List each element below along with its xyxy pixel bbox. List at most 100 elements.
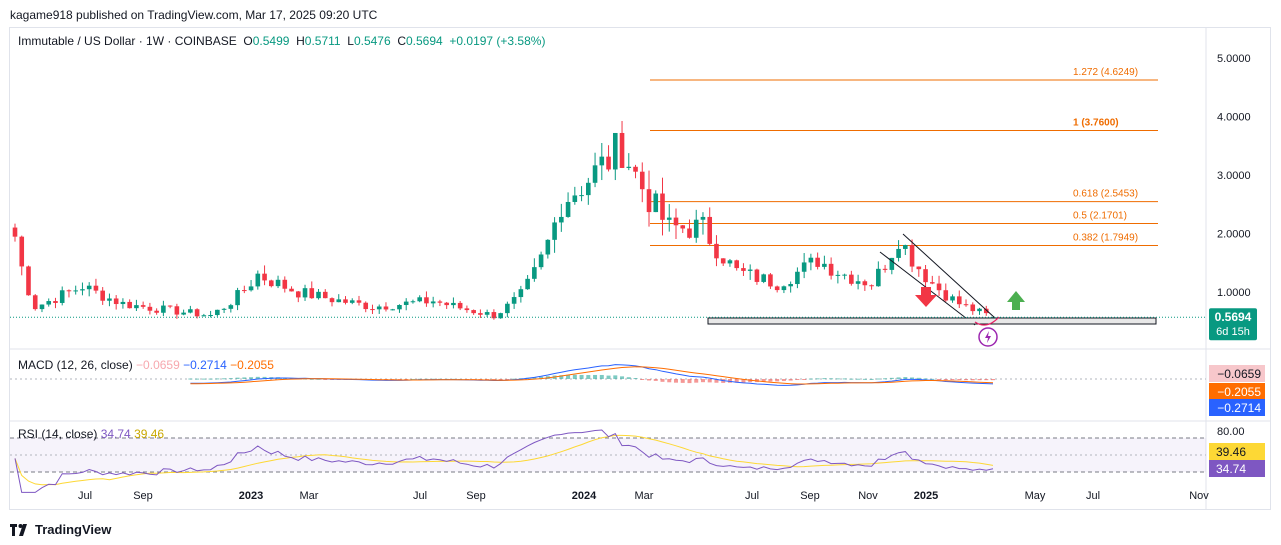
macd-histogram-bar [667, 379, 672, 383]
macd-histogram-bar [491, 379, 496, 380]
publish-line: kagame918 published on TradingView.com, … [10, 8, 378, 22]
candle-body [221, 308, 227, 310]
candle-body [788, 284, 793, 287]
candle-body [815, 257, 820, 267]
time-axis-tick: Jul [78, 490, 92, 502]
macd-histogram-bar [673, 379, 678, 383]
candle-body [309, 288, 315, 299]
macd-histogram-bar [835, 378, 840, 380]
current-price-tag [1209, 308, 1257, 341]
candle-body [666, 217, 672, 220]
fib-level-label: 0.5 (2.1701) [1073, 211, 1127, 222]
candle-body [127, 301, 132, 309]
candle-body [572, 195, 578, 202]
macd-histogram-bar [768, 379, 773, 382]
candle-body [478, 313, 483, 315]
macd-histogram-bar [943, 379, 948, 380]
candle-body [316, 291, 321, 299]
macd-histogram-bar [889, 377, 894, 379]
candle-body [235, 290, 240, 306]
macd-histogram-bar [883, 378, 888, 380]
macd-signal-value: −0.2055 [230, 358, 274, 372]
candle-body [370, 309, 375, 311]
candle-body [167, 305, 173, 307]
time-axis-tick: 2025 [914, 490, 938, 502]
rsi-ma-tag [1209, 443, 1265, 460]
candle-body [174, 306, 180, 315]
macd-histogram-bar [727, 379, 732, 383]
macd-histogram-bar [539, 376, 544, 379]
candle-body [505, 303, 510, 314]
candle-body [289, 288, 294, 292]
candle-body [93, 285, 99, 291]
rsi-ma-tag-text: 39.46 [1216, 445, 1246, 459]
candle-body [120, 301, 126, 305]
macd-histogram-bar [215, 378, 220, 380]
macd-histogram-bar [687, 379, 692, 384]
macd-histogram-bar [970, 379, 975, 381]
macd-histogram-bar [586, 375, 591, 379]
candle-body [626, 166, 632, 168]
candle-body [734, 260, 739, 269]
macd-histogram-bar [862, 378, 867, 380]
macd-histogram-bar [235, 377, 240, 379]
macd-title[interactable]: MACD (12, 26, close) [18, 358, 133, 372]
candle-body [943, 290, 949, 301]
candle-body [66, 290, 72, 292]
change-value: +0.0197 (+3.58%) [449, 34, 546, 48]
macd-histogram-bar [903, 377, 908, 379]
tradingview-logo[interactable]: TradingView [10, 522, 111, 537]
candle-body [862, 281, 868, 286]
candle-body [471, 310, 476, 314]
candle-body [707, 216, 713, 244]
candle-body [86, 285, 92, 290]
open-value: 0.5499 [252, 34, 290, 48]
macd-histogram-bar [485, 379, 490, 380]
macd-histogram-bar [660, 379, 665, 382]
candle-body [822, 263, 827, 267]
candle-body [444, 302, 449, 306]
candle-body [586, 182, 591, 196]
macd-histogram-bar [707, 379, 712, 383]
candle-body [855, 281, 861, 284]
macd-histogram-bar [208, 378, 213, 380]
candle-body [559, 216, 564, 223]
close-value: 0.5694 [406, 34, 443, 48]
candle-body [329, 298, 335, 303]
price-axis-tick: 3.0000 [1217, 170, 1251, 182]
symbol-title[interactable]: Immutable / US Dollar · 1W · COINBASE [18, 34, 237, 48]
macd-histogram-bar [613, 375, 618, 379]
candle-body [201, 315, 207, 317]
rsi-value-tag-text: 34.74 [1216, 462, 1246, 476]
rsi-title[interactable]: RSI (14, close) [18, 427, 98, 441]
macd-histogram-bar [896, 377, 901, 379]
macd-hist-tag [1209, 365, 1265, 382]
candle-body [876, 268, 881, 287]
candle-body [869, 285, 874, 287]
candle-body [747, 269, 753, 271]
rsi-value-tag [1209, 460, 1265, 477]
candle-body [693, 219, 699, 238]
candle-body [606, 156, 611, 170]
candle-body [302, 288, 308, 298]
candle-body [633, 166, 638, 172]
candle-body [269, 280, 274, 287]
candle-body [498, 313, 503, 319]
macd-histogram-bar [930, 378, 935, 380]
macd-histogram-bar [795, 379, 800, 380]
countdown-value: 6d 15h [1216, 326, 1250, 338]
candle-body [579, 195, 584, 197]
candle-body [397, 305, 402, 310]
candle-body [842, 274, 847, 276]
time-axis-tick: 2023 [239, 490, 263, 502]
macd-histogram-bar [822, 378, 827, 380]
candle-body [612, 132, 618, 170]
macd-histogram-bar [532, 377, 537, 379]
candle-body [322, 291, 328, 299]
candle-body [660, 193, 665, 220]
candle-body [828, 263, 834, 276]
candle-body [437, 301, 443, 303]
time-axis-tick: Sep [133, 490, 153, 502]
candle-body [147, 306, 153, 311]
